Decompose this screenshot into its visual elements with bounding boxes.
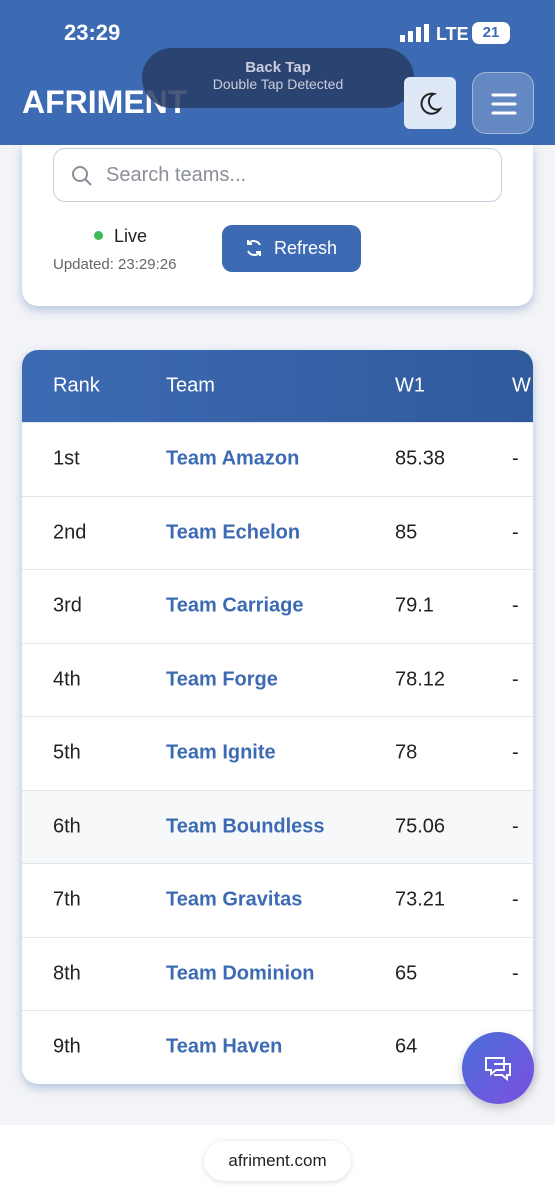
network: LTE: [436, 24, 469, 44]
table-cell: 85.38: [395, 447, 446, 470]
leaderboard-table: Rank Team W1 W 1st Team Amazon 85.38 - 2nd Team E…: [22, 350, 533, 1084]
table-cell: 7th: [53, 888, 81, 911]
team-link[interactable]: Team Gravitas: [166, 888, 303, 911]
battery: 21: [472, 22, 510, 44]
team-link[interactable]: Team Dominion: [166, 962, 315, 985]
toast-subtitle: Double Tap Detected: [212, 76, 344, 92]
refresh-button[interactable]: Refresh: [222, 225, 361, 272]
table-cell: 79.1: [395, 594, 434, 617]
refresh-label: Refresh: [274, 238, 338, 258]
table-cell: -: [512, 594, 519, 617]
table-cell: 3rd: [53, 594, 82, 617]
table-row: 4th Team Forge 78.12 -: [22, 642, 533, 717]
status-time: 23:29: [64, 20, 121, 45]
team-link[interactable]: Team Amazon: [166, 447, 300, 470]
search-input[interactable]: Search teams...: [53, 148, 502, 202]
signal-icon: [400, 24, 429, 42]
team-link[interactable]: Team Forge: [166, 668, 278, 691]
menu-button[interactable]: [472, 72, 534, 134]
table-cell: 5th: [53, 741, 81, 764]
table-cell: 9th: [53, 1035, 81, 1058]
browser-bar: afriment.com: [0, 1125, 555, 1200]
table-cell: 85: [395, 521, 418, 544]
table-cell: -: [512, 815, 519, 838]
table-cell: 75.06: [395, 815, 446, 838]
column-header: W1: [395, 374, 425, 397]
table-row: 2nd Team Echelon 85 -: [22, 495, 533, 570]
table-cell: -: [512, 888, 519, 911]
table-cell: 78: [395, 741, 418, 764]
table-row: 6th Team Boundless 75.06 -: [22, 789, 533, 863]
chat-button[interactable]: [462, 1032, 534, 1104]
table-cell: -: [512, 668, 519, 691]
controls-card: Search teams... Live Updated: 23:29:26 R…: [22, 145, 533, 306]
table-cell: -: [512, 447, 519, 470]
table-cell: -: [512, 521, 519, 544]
table-row: 3rd Team Carriage 79.1 -: [22, 569, 533, 643]
table-row: 5th Team Ignite 78 -: [22, 716, 533, 790]
updated-time: Updated: 23:29:26: [53, 256, 177, 273]
table-cell: 65: [395, 962, 418, 985]
column-header: Team: [166, 374, 215, 397]
table-cell: 64: [395, 1035, 418, 1058]
team-link[interactable]: Team Haven: [166, 1035, 283, 1058]
column-header: W: [512, 374, 531, 397]
table-row: 8th Team Dominion 65 -: [22, 936, 533, 1011]
table-row: 1st Team Amazon 85.38 -: [22, 422, 533, 496]
table-cell: 1st: [53, 447, 80, 470]
live-dot: [94, 231, 103, 240]
table-row: 7th Team Gravitas 73.21 -: [22, 863, 533, 937]
team-link[interactable]: Team Boundless: [166, 815, 325, 838]
team-link[interactable]: Team Echelon: [166, 521, 301, 544]
theme-toggle[interactable]: [404, 77, 456, 129]
search-placeholder: Search teams...: [106, 164, 247, 186]
table-cell: -: [512, 962, 519, 985]
toast-title: Back Tap: [245, 59, 311, 76]
table-cell: 4th: [53, 668, 81, 691]
table-cell: 73.21: [395, 888, 446, 911]
url[interactable]: afriment.com: [204, 1141, 351, 1181]
live-status: Live: [114, 226, 148, 246]
table-cell: 78.12: [395, 668, 446, 691]
column-header: Rank: [53, 374, 100, 397]
table-header: Rank Team W1 W: [22, 350, 533, 422]
team-link[interactable]: Team Carriage: [166, 594, 304, 617]
table-cell: 8th: [53, 962, 81, 985]
table-cell: 6th: [53, 815, 81, 838]
table-cell: 2nd: [53, 521, 87, 544]
toast: Back Tap Double Tap Detected: [142, 48, 414, 108]
team-link[interactable]: Team Ignite: [166, 741, 276, 764]
table-cell: -: [512, 741, 519, 764]
app-header: 23:29 LTE 21 AFRIMENT Back Tap Double Ta…: [0, 0, 555, 145]
